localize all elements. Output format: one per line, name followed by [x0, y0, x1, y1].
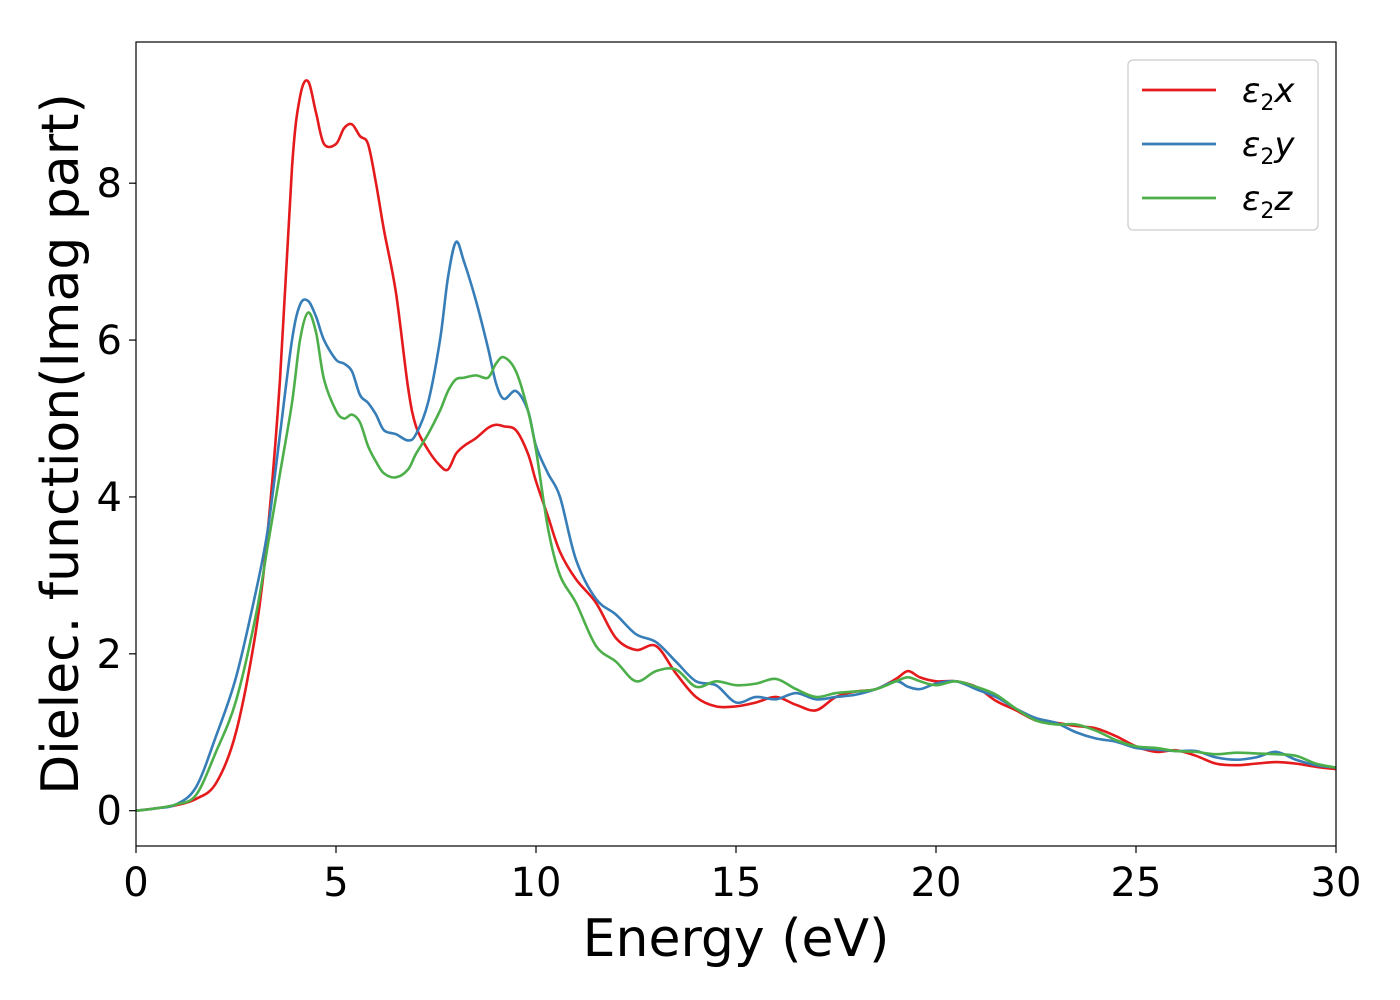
series-layer	[135, 79, 1337, 812]
y-tick-label: 6	[97, 318, 122, 364]
x-tick-label: 10	[511, 860, 562, 906]
y-axis-title: Dielec. function(Imag part)	[31, 93, 91, 795]
y-axis-ticks: 0 2 4 6 8	[97, 161, 136, 835]
y-tick-label: 0	[97, 789, 122, 835]
series-line-x	[135, 79, 1337, 812]
y-tick-label: 4	[97, 475, 122, 521]
x-tick-label: 25	[1111, 860, 1162, 906]
legend-label-y: ε2y	[1242, 125, 1295, 170]
x-axis-ticks: 0 5 10 15 20 25 30	[123, 846, 1361, 906]
x-tick-label: 0	[123, 860, 148, 906]
y-tick-label: 2	[97, 632, 122, 678]
x-tick-label: 20	[911, 860, 962, 906]
series-line-z	[135, 311, 1337, 812]
legend-label-x: ε2x	[1242, 71, 1295, 116]
x-tick-label: 15	[711, 860, 762, 906]
x-tick-label: 30	[1311, 860, 1362, 906]
legend: ε2x ε2y ε2z	[1127, 59, 1319, 231]
x-axis-title: Energy (eV)	[583, 909, 890, 969]
x-tick-label: 5	[323, 860, 348, 906]
series-line-y	[135, 240, 1337, 812]
y-tick-label: 8	[97, 161, 122, 207]
legend-box	[1127, 59, 1319, 231]
legend-label-z: ε2z	[1242, 179, 1293, 224]
